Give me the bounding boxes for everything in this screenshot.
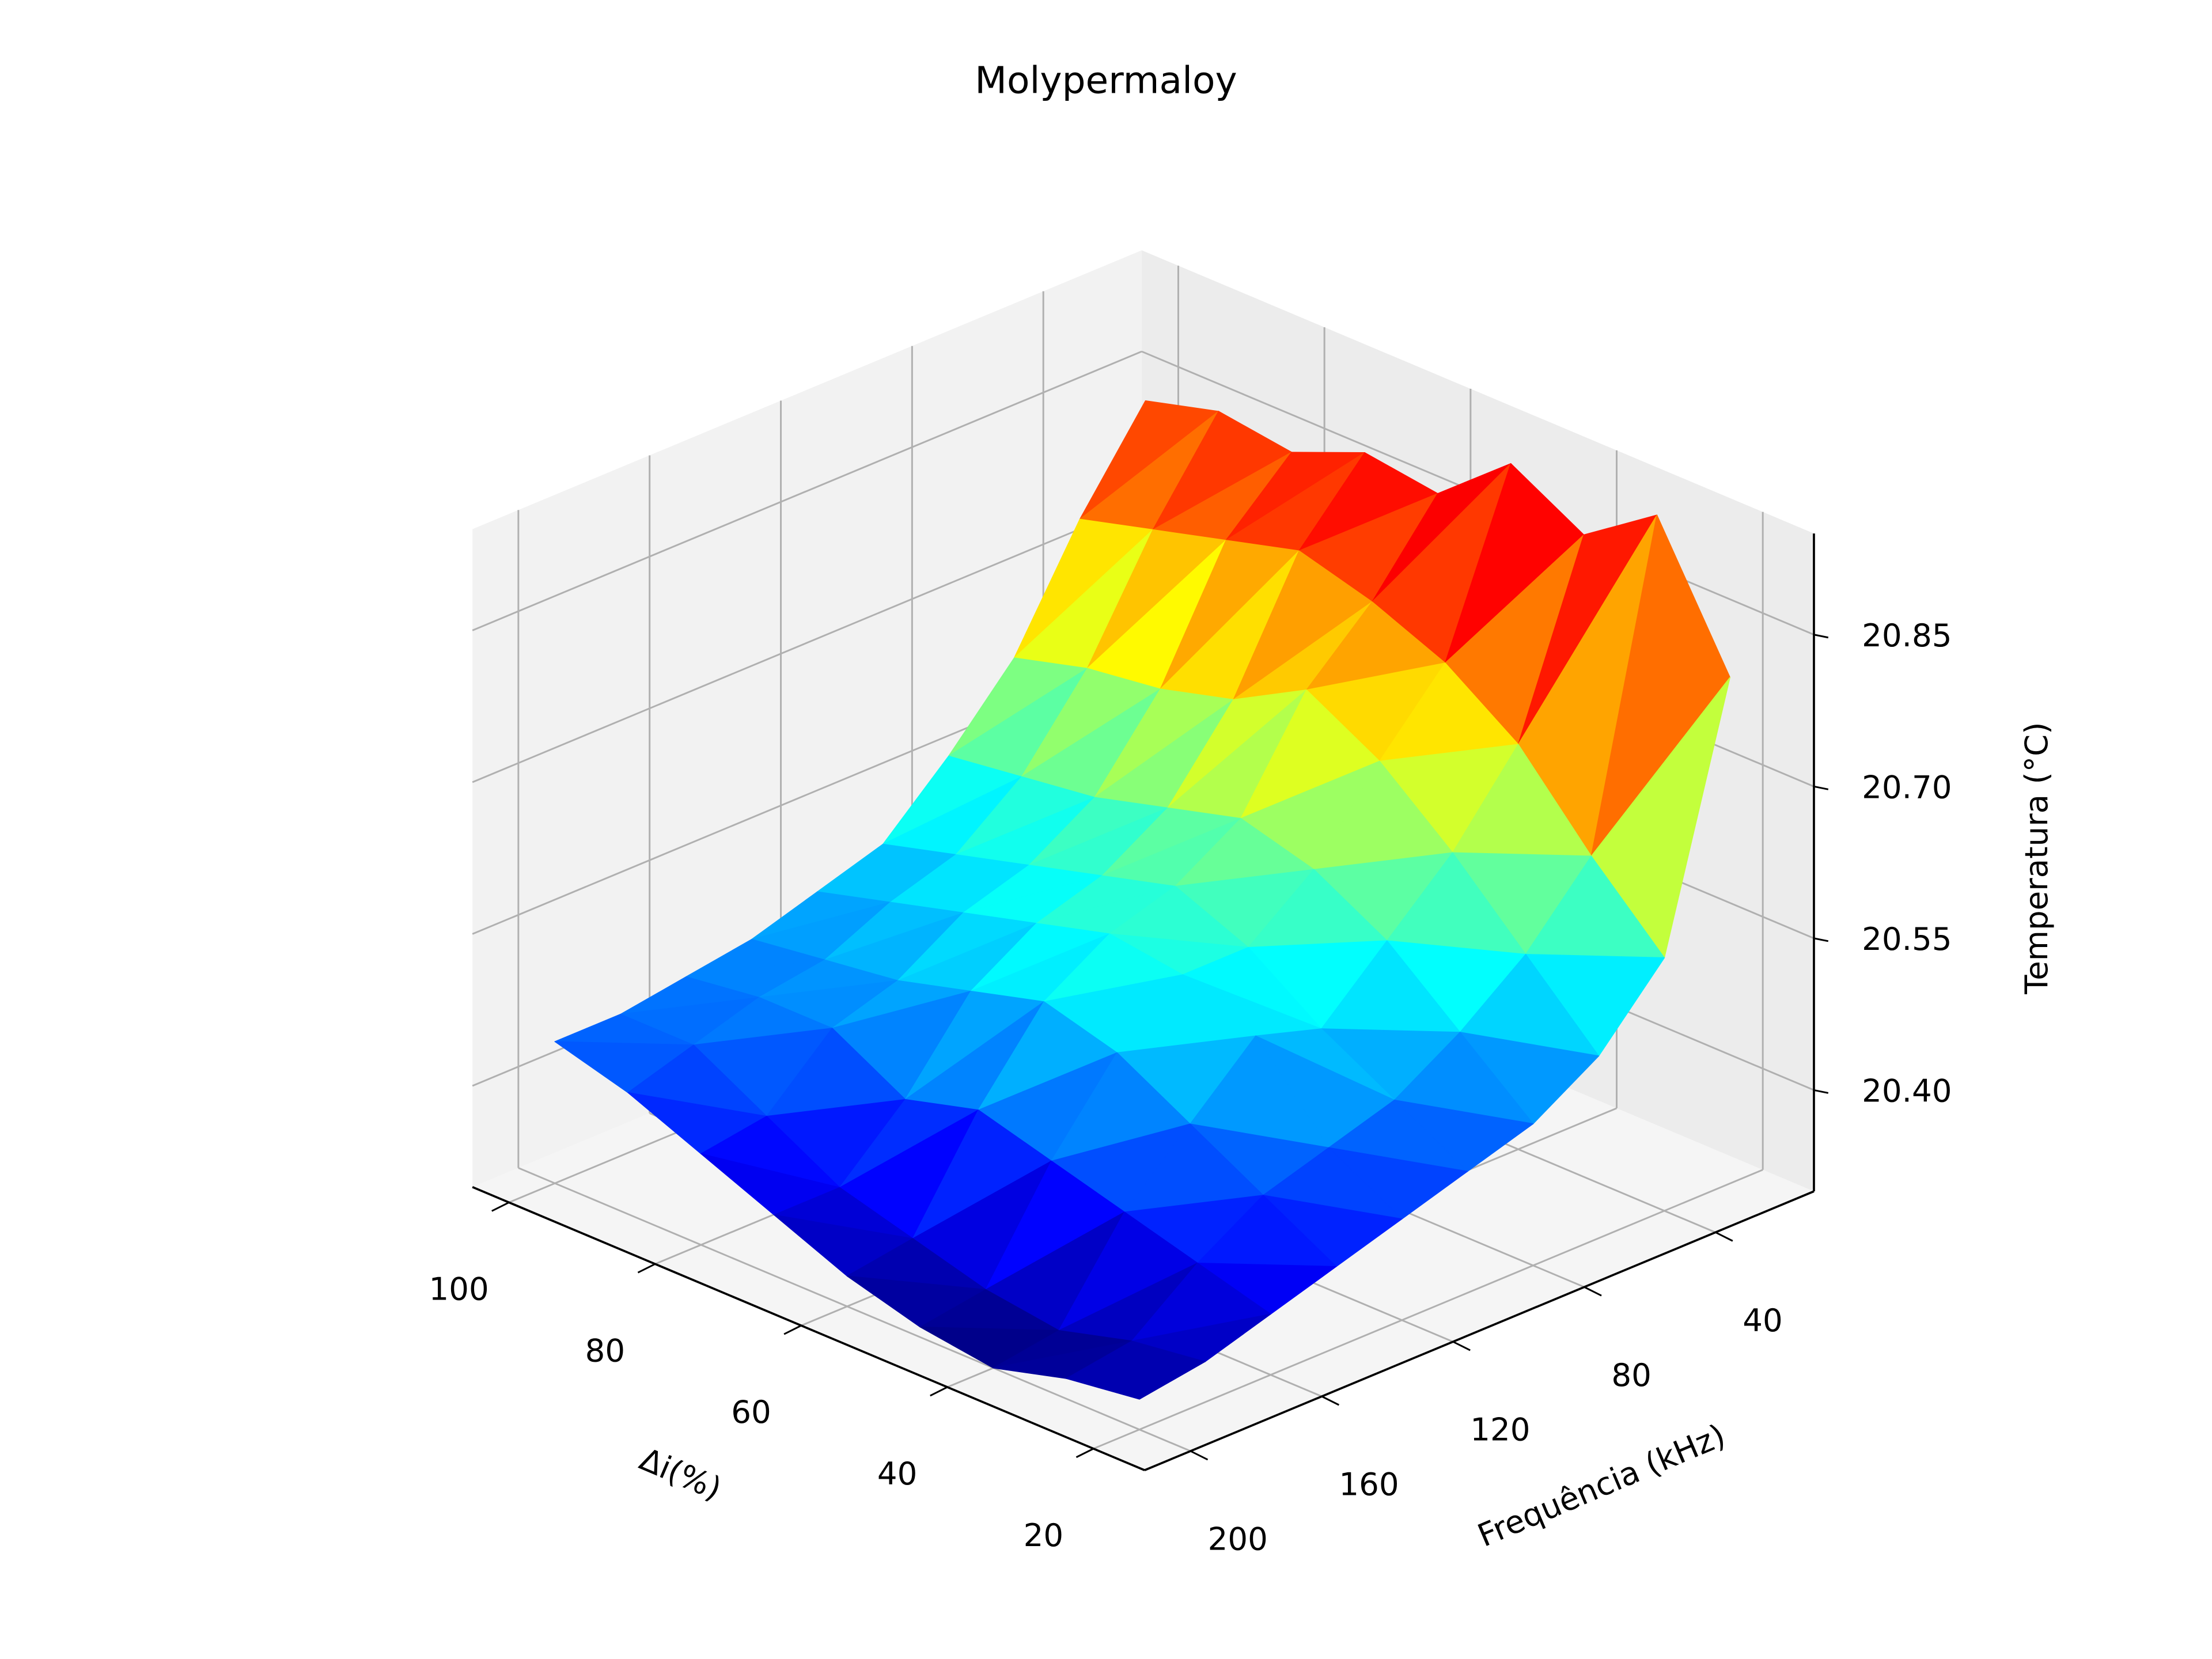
tick-mark — [1190, 1450, 1209, 1461]
tick-mark — [1813, 785, 1829, 790]
tick-mark — [491, 1202, 510, 1212]
axes: 20 40 60 80 100 40 80 120 160 200 20.40 20.55 20.70 2… — [429, 533, 1952, 1558]
grid-line — [472, 502, 1142, 783]
y-tick-label: 160 — [1339, 1466, 1399, 1503]
tick-mark — [930, 1386, 948, 1397]
tick-mark — [1075, 1448, 1094, 1459]
y-tick-label: 120 — [1470, 1411, 1530, 1448]
z-axis-label: Temperatura (°C) — [2018, 722, 2055, 994]
tick-mark — [783, 1324, 802, 1335]
x-tick-label: 80 — [585, 1332, 626, 1369]
y-tick-label: 80 — [1611, 1357, 1652, 1393]
chart-title: Molypermaloy — [975, 59, 1237, 103]
grid-line — [518, 1167, 1191, 1452]
z-tick-label: 20.70 — [1862, 768, 1952, 805]
z-tick-label: 20.85 — [1862, 617, 1952, 654]
grid-line — [472, 350, 1142, 631]
surface-facet — [1066, 1361, 1206, 1400]
tick-mark — [1813, 634, 1829, 639]
z-tick-label: 20.40 — [1862, 1073, 1952, 1109]
tick-mark — [1321, 1395, 1340, 1406]
y-axis-line — [1144, 1190, 1815, 1471]
tick-mark — [1813, 937, 1829, 942]
y-tick-label: 40 — [1743, 1302, 1782, 1339]
tick-mark — [637, 1263, 656, 1274]
tick-mark — [1452, 1340, 1471, 1351]
tick-mark — [1813, 1089, 1829, 1094]
x-tick-label: 100 — [429, 1270, 489, 1307]
y-tick-label: 200 — [1208, 1521, 1268, 1558]
surface — [554, 400, 1730, 1400]
x-tick-label: 40 — [877, 1455, 918, 1492]
grid-line — [1093, 1169, 1763, 1450]
x-tick-label: 60 — [731, 1393, 771, 1430]
x-axis-line — [472, 1185, 1145, 1471]
x-axis-label: Δi(%) — [634, 1440, 726, 1507]
x-tick-label: 20 — [1024, 1517, 1064, 1554]
z-tick-label: 20.55 — [1862, 921, 1952, 957]
tick-mark — [1584, 1286, 1602, 1297]
tick-mark — [1715, 1232, 1733, 1242]
